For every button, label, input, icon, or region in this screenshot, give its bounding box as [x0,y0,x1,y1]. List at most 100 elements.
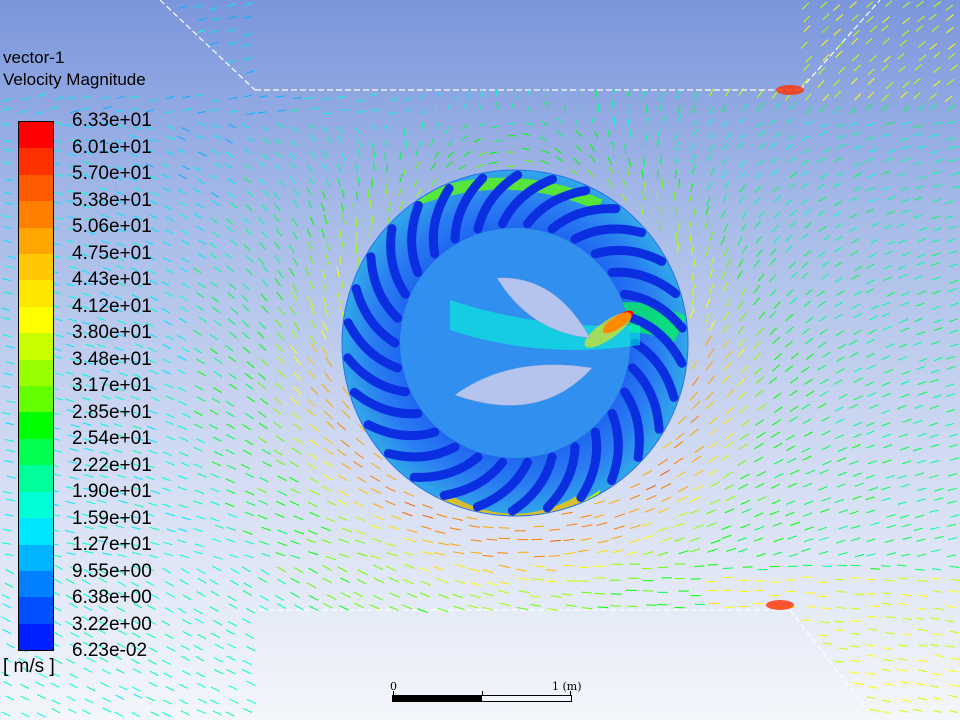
velocity-vector [630,524,641,529]
velocity-vector [308,254,314,264]
velocity-vector [836,356,845,363]
velocity-vector [644,507,655,513]
velocity-vector [272,408,282,416]
velocity-vector [160,280,170,287]
velocity-vector [913,77,921,85]
velocity-vector [180,655,190,662]
velocity-vector [101,150,111,154]
velocity-vector [129,228,139,233]
velocity-vector [851,303,861,310]
velocity-vector [339,254,342,265]
velocity-vector [182,631,192,637]
velocity-vector [818,315,827,323]
velocity-vector [341,400,350,410]
velocity-vector [898,356,907,361]
velocity-vector [226,526,236,531]
velocity-vector [881,94,890,102]
velocity-vector [5,569,15,575]
velocity-vector [258,422,268,430]
velocity-vector [82,281,92,286]
velocity-vector [341,241,345,252]
velocity-vector [851,54,860,62]
velocity-vector [819,130,828,136]
velocity-vector [928,422,938,427]
velocity-vector [805,469,816,475]
velocity-vector [145,148,154,153]
velocity-vector [773,442,783,449]
velocity-vector [708,469,719,476]
velocity-vector [181,257,190,263]
velocity-vector [229,554,239,559]
velocity-vector [705,509,716,515]
velocity-vector [950,630,960,634]
velocity-vector [129,134,138,139]
velocity-vector [115,387,125,392]
velocity-vector [947,537,958,541]
velocity-vector [901,145,911,150]
velocity-vector [869,148,878,153]
velocity-vector [849,645,860,648]
velocity-vector [945,383,955,388]
velocity-vector [897,475,907,479]
velocity-vector [177,486,187,491]
rotor-blade [547,204,621,234]
velocity-vector [102,589,112,596]
velocity-vector [629,494,641,500]
velocity-vector [833,379,843,385]
velocity-vector [306,462,317,470]
velocity-vector [228,41,238,45]
velocity-vector [419,592,431,598]
velocity-vector [101,335,110,340]
velocity-vector [438,593,449,599]
velocity-vector [946,605,956,608]
velocity-vector [161,659,172,666]
velocity-vector [133,603,143,609]
velocity-vector [817,157,826,163]
velocity-vector [834,157,843,163]
velocity-vector [116,606,126,612]
velocity-vector [565,604,577,607]
velocity-vector [357,139,362,148]
velocity-vector [98,568,108,575]
velocity-vector [447,103,451,112]
velocity-vector [246,608,256,614]
velocity-vector [258,161,266,168]
velocity-vector [84,360,94,365]
velocity-vector [627,88,631,98]
velocity-vector [4,460,14,463]
velocity-vector [197,253,206,260]
velocity-vector [805,288,813,296]
velocity-vector [452,593,463,599]
velocity-vector [720,235,726,245]
velocity-vector [162,257,172,263]
velocity-vector [801,328,810,335]
velocity-vector [35,110,44,115]
velocity-vector [917,290,926,295]
velocity-vector [417,608,428,613]
velocity-vector [881,24,889,32]
velocity-vector [54,96,64,101]
color-bar-segment [19,438,53,466]
color-bar-segment [19,386,53,413]
velocity-vector [117,543,127,547]
velocity-vector [132,425,142,430]
velocity-vector [258,321,266,330]
velocity-vector [931,238,940,243]
color-bar-ticks: 6.33e+01 6.01e+01 5.70e+01 5.38e+01 5.06e+01… [72,110,202,666]
velocity-vector [785,511,795,517]
velocity-vector [83,568,93,575]
velocity-vector [518,577,530,581]
velocity-vector [881,301,891,307]
velocity-vector [822,25,830,33]
velocity-vector [691,284,696,296]
velocity-vector [65,594,75,600]
velocity-vector [309,216,315,226]
velocity-vector [81,615,91,622]
velocity-vector [865,1,874,8]
velocity-vector [657,128,661,137]
velocity-vector [737,258,744,268]
velocity-vector [133,187,143,192]
velocity-vector [289,500,300,506]
velocity-vector [211,200,220,207]
